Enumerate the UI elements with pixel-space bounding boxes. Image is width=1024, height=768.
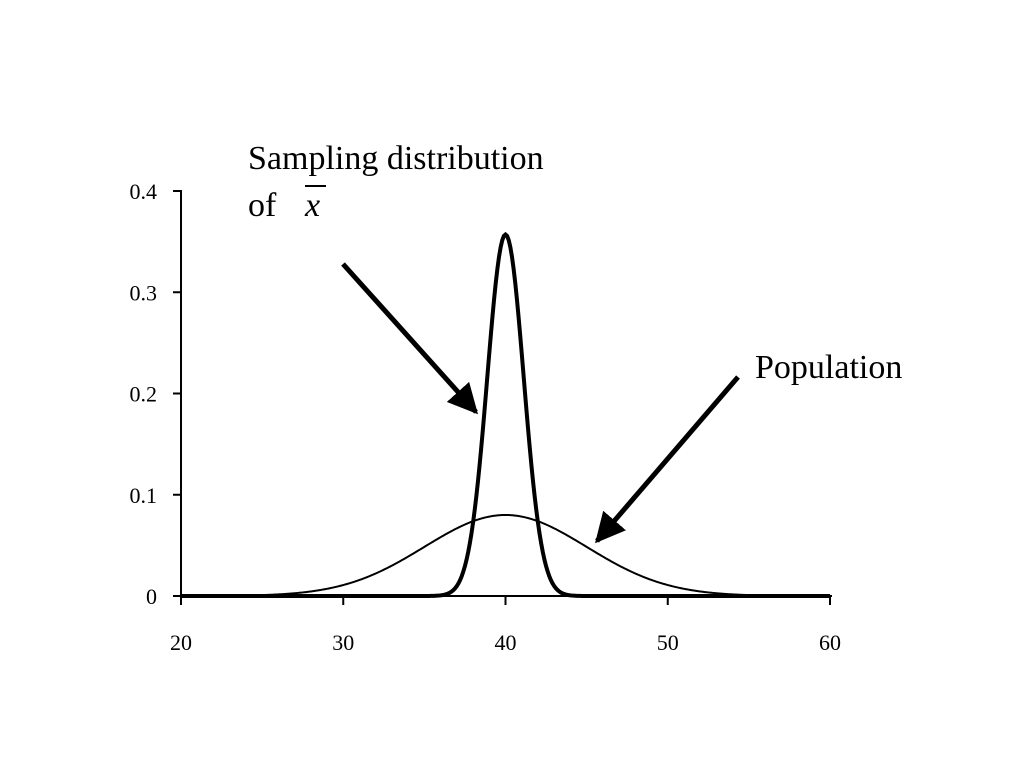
x-tick-label: 30 [332, 630, 354, 655]
y-tick-label: 0.4 [130, 179, 158, 204]
y-tick-label: 0.2 [130, 382, 158, 407]
sampling-arrow [341, 262, 479, 415]
y-tick-label: 0.3 [130, 280, 158, 305]
x-ticks: 20 30 40 50 60 [170, 596, 841, 655]
x-tick-label: 20 [170, 630, 192, 655]
sampling-label-xbar: x [304, 187, 320, 224]
y-tick-label: 0 [146, 584, 157, 609]
population-arrow [595, 375, 740, 544]
sampling-label-line1: Sampling distribution [248, 140, 544, 177]
population-label: Population [755, 349, 902, 386]
y-tick-label: 0.1 [130, 483, 158, 508]
sampling-label-line2: of [248, 187, 277, 224]
sampling-distribution-curve [181, 231, 830, 598]
x-tick-label: 60 [819, 630, 841, 655]
x-tick-label: 40 [495, 630, 517, 655]
y-ticks: 0 0.1 0.2 0.3 0.4 [130, 179, 181, 609]
population-curve [181, 513, 830, 597]
x-tick-label: 50 [657, 630, 679, 655]
